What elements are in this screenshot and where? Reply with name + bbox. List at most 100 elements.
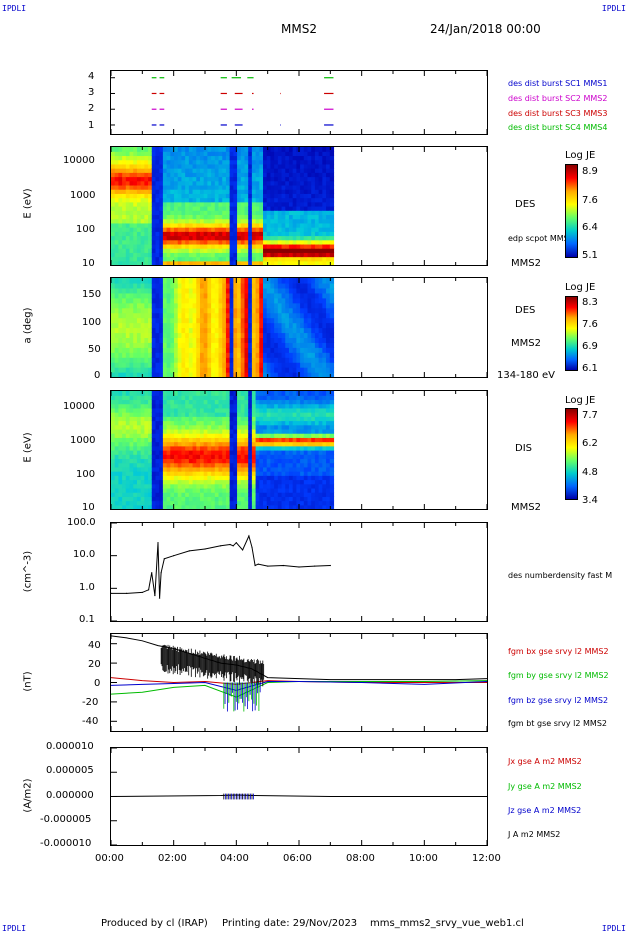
des-energy-cell <box>166 184 171 190</box>
dis-energy-cb-tick-3: 3.4 <box>582 495 598 506</box>
des-energy-cell <box>233 201 238 207</box>
dis-energy-cell <box>144 403 149 409</box>
dis-energy-cell <box>214 437 220 443</box>
des-pitch-cell <box>285 307 290 314</box>
des-energy-cell <box>177 206 183 211</box>
des-energy-cell <box>237 218 242 224</box>
des-pitch-cell <box>125 332 131 338</box>
des-energy-cell <box>251 172 257 178</box>
des-energy-cell <box>233 180 238 186</box>
des-pitch-cell <box>114 357 120 363</box>
density-plot <box>111 523 487 621</box>
dis-energy-cell <box>307 416 312 422</box>
des-energy-cell <box>111 151 116 157</box>
dis-energy-cell <box>266 466 272 472</box>
des-pitch-cell <box>181 332 186 338</box>
des-energy-cell <box>237 189 242 194</box>
des-energy-cell <box>144 180 149 186</box>
des-energy-cell <box>248 235 253 241</box>
des-energy-cell <box>225 222 231 228</box>
des-pitch-cell <box>111 347 116 353</box>
des-energy-cell <box>155 172 160 178</box>
des-energy-cell <box>314 227 320 232</box>
des-energy-cell <box>185 159 190 165</box>
dis-energy-cell <box>170 424 175 430</box>
dis-energy-cell <box>274 450 279 455</box>
dis-energy-cell <box>296 479 301 485</box>
des-energy-cell <box>266 201 272 207</box>
dis-energy-cell <box>277 487 283 493</box>
des-energy-cell <box>259 248 264 253</box>
des-energy-cell <box>222 176 227 182</box>
des-energy-cell <box>166 172 171 178</box>
des-pitch-cell <box>237 372 242 377</box>
des-energy-cell <box>129 180 134 186</box>
des-energy-cell <box>233 231 238 237</box>
des-energy-cell <box>274 239 279 245</box>
des-pitch-cell <box>270 357 275 363</box>
des-pitch-cell <box>248 292 253 299</box>
des-energy-cell <box>237 256 242 262</box>
dis-energy-cell <box>329 391 335 396</box>
dis-energy-cell <box>159 416 164 422</box>
dis-energy-cell <box>159 391 164 396</box>
des-pitch-cell <box>263 327 268 334</box>
dis-energy-cell <box>240 399 246 405</box>
des-energy-cell <box>148 155 153 161</box>
des-energy-cell <box>214 151 220 157</box>
des-energy-cell <box>166 260 171 265</box>
des-energy-cell <box>322 231 327 237</box>
des-pitch-cell <box>166 367 171 373</box>
des-pitch-cell <box>237 292 242 299</box>
des-pitch-cb-tick-3: 6.1 <box>582 363 598 374</box>
des-energy-cell <box>288 197 294 203</box>
des-pitch-cell <box>244 367 249 373</box>
des-energy-cell <box>225 180 231 186</box>
dis-energy-cell <box>318 416 323 422</box>
dis-energy-cell <box>111 416 116 422</box>
dis-energy-cell <box>203 399 209 405</box>
dis-energy-cell <box>222 437 227 443</box>
dis-energy-cell <box>214 479 220 485</box>
des-energy-cell <box>266 222 272 228</box>
dis-energy-cell <box>251 420 257 426</box>
des-energy-cell <box>122 227 127 232</box>
des-energy-cell <box>326 227 331 232</box>
des-pitch-cell <box>151 362 157 368</box>
des-pitch-cell <box>214 362 220 368</box>
des-energy-cell <box>118 260 123 265</box>
dis-energy-cell <box>174 416 179 422</box>
dis-energy-cell <box>218 416 223 422</box>
des-energy-cell <box>307 155 312 161</box>
des-energy-cell <box>263 252 268 258</box>
dis-energy-cell <box>192 496 197 502</box>
des-energy-cell <box>222 227 227 232</box>
des-energy-cell <box>292 239 297 245</box>
dis-energy-cell <box>166 403 171 409</box>
des-energy-cell <box>314 147 320 152</box>
des-pitch-cell <box>140 292 145 299</box>
des-energy-cell <box>185 260 190 265</box>
des-pitch-cell <box>122 347 127 353</box>
dis-energy-cell <box>222 407 227 413</box>
des-pitch-cell <box>129 337 134 343</box>
des-energy-cell <box>111 239 116 245</box>
des-energy-cell <box>122 201 127 207</box>
des-energy-cell <box>177 168 183 173</box>
dis-energy-cell <box>144 424 149 430</box>
des-pitch-cell <box>237 332 242 338</box>
des-pitch-cell <box>122 302 127 309</box>
des-pitch-cell <box>196 307 201 314</box>
dis-energy-cell <box>303 412 309 417</box>
des-energy-cell <box>162 206 168 211</box>
des-energy-cell <box>211 235 216 241</box>
des-pitch-cell <box>114 367 120 373</box>
des-energy-cell <box>148 197 153 203</box>
dis-energy-cell <box>326 441 331 447</box>
des-pitch-cell <box>159 372 164 377</box>
des-pitch-colorbar <box>565 296 578 371</box>
dis-energy-cell <box>285 500 290 506</box>
des-pitch-cell <box>151 302 157 309</box>
des-pitch-cell <box>144 297 149 304</box>
des-energy-cell <box>225 256 231 262</box>
